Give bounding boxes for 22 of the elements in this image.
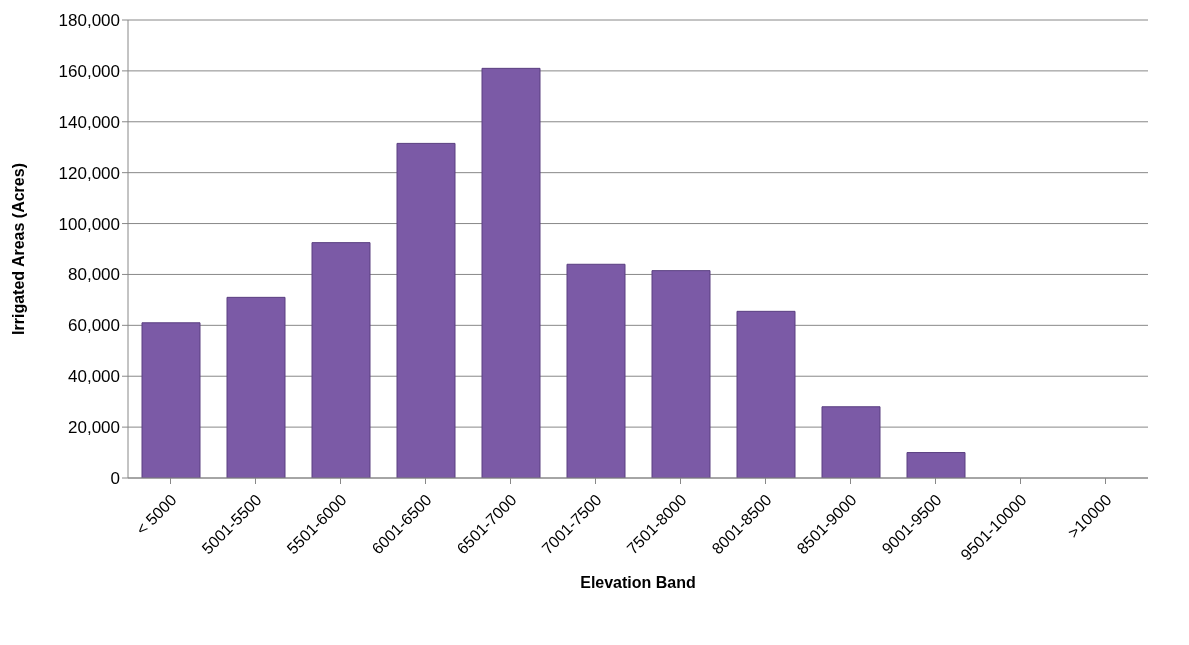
bar bbox=[226, 296, 286, 478]
bar bbox=[481, 67, 541, 478]
bar bbox=[396, 142, 456, 478]
bar bbox=[141, 322, 201, 478]
y-tick-label: 140,000 bbox=[58, 112, 120, 132]
bar bbox=[906, 452, 966, 478]
bar bbox=[311, 242, 371, 478]
y-tick-label: 0 bbox=[110, 469, 120, 489]
bar bbox=[566, 263, 626, 478]
y-tick-label: 100,000 bbox=[58, 214, 120, 234]
bar bbox=[736, 310, 796, 478]
bar bbox=[821, 406, 881, 478]
y-tick-label: 160,000 bbox=[58, 61, 120, 81]
y-tick-label: 80,000 bbox=[68, 265, 120, 285]
y-tick-label: 20,000 bbox=[68, 418, 120, 438]
y-axis-title: Irrigated Areas (Acres) bbox=[9, 163, 27, 335]
y-tick-label: 60,000 bbox=[68, 316, 120, 336]
y-tick-label: 40,000 bbox=[68, 367, 120, 387]
y-tick-label: 120,000 bbox=[58, 163, 120, 183]
y-tick-label: 180,000 bbox=[58, 11, 120, 31]
bar bbox=[651, 270, 711, 478]
x-axis-title: Elevation Band bbox=[580, 574, 696, 591]
